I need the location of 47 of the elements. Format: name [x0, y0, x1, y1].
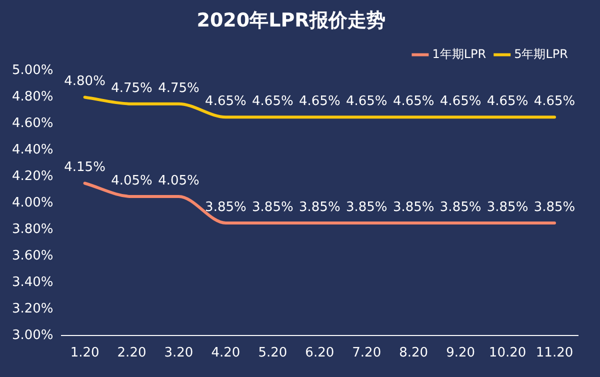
- chart-title: 2020年LPR报价走势: [196, 9, 386, 32]
- data-label: 4.15%: [64, 160, 106, 176]
- y-tick-label: 4.80%: [12, 90, 54, 105]
- data-label: 3.85%: [346, 200, 388, 215]
- data-label: 4.65%: [392, 94, 434, 109]
- data-label: 4.05%: [111, 173, 152, 188]
- y-tick-label: 3.60%: [12, 248, 54, 264]
- legend-label: 1年期LPR: [432, 46, 486, 61]
- x-tick-label: 4.20: [211, 346, 240, 361]
- x-tick-label: 7.20: [352, 346, 382, 361]
- data-label: 3.85%: [440, 200, 482, 215]
- x-tick-label: 5.20: [258, 346, 288, 361]
- data-label: 4.05%: [158, 173, 200, 188]
- x-tick-label: 9.20: [446, 346, 476, 361]
- y-tick-label: 3.40%: [12, 274, 54, 290]
- data-label: 4.65%: [205, 94, 246, 109]
- data-label: 3.85%: [534, 200, 576, 215]
- x-tick-label: 8.20: [399, 346, 428, 361]
- data-label: 4.65%: [440, 94, 482, 109]
- data-label: 3.85%: [298, 200, 340, 215]
- y-tick-label: 5.00%: [12, 63, 54, 78]
- y-tick-label: 3.80%: [12, 222, 54, 237]
- y-tick-label: 3.00%: [12, 328, 54, 343]
- y-tick-label: 4.40%: [12, 142, 54, 158]
- y-tick-label: 4.60%: [12, 116, 54, 132]
- legend-label: 5年期LPR: [514, 46, 568, 61]
- data-label: 3.85%: [205, 200, 246, 215]
- y-tick-label: 4.20%: [12, 169, 54, 184]
- x-tick-label: 3.20: [164, 346, 194, 361]
- x-tick-label: 10.20: [488, 346, 526, 361]
- data-label: 3.85%: [392, 200, 434, 215]
- data-label: 4.65%: [252, 94, 294, 109]
- data-label: 4.65%: [534, 94, 576, 109]
- data-label: 4.80%: [64, 74, 106, 90]
- data-label: 3.85%: [252, 200, 294, 215]
- x-tick-label: 2.20: [117, 346, 146, 361]
- x-tick-label: 1.20: [70, 346, 100, 361]
- y-tick-label: 3.20%: [12, 301, 54, 316]
- data-label: 4.75%: [111, 80, 152, 96]
- data-label: 4.65%: [298, 94, 340, 109]
- x-tick-label: 11.20: [536, 346, 574, 361]
- data-label: 4.65%: [486, 94, 528, 109]
- y-tick-label: 4.00%: [12, 195, 54, 210]
- data-label: 4.75%: [158, 80, 200, 96]
- data-label: 4.65%: [346, 94, 388, 109]
- x-tick-label: 6.20: [305, 346, 334, 361]
- data-label: 3.85%: [486, 200, 528, 215]
